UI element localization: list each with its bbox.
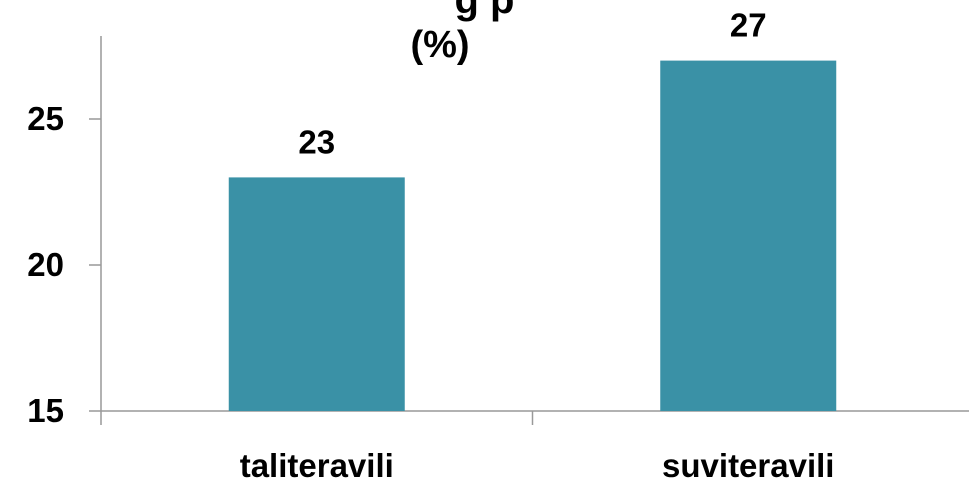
chart-subtitle: (%) (410, 24, 470, 66)
data-label: 23 (298, 123, 335, 160)
y-tick-label: 15 (27, 392, 64, 429)
bar (660, 60, 837, 411)
y-tick-label: 20 (27, 246, 64, 283)
y-tick-label: 25 (27, 100, 64, 137)
data-label: 27 (730, 7, 767, 44)
x-tick-label: suviteravili (662, 447, 834, 480)
chart-title-area: g p (%) (0, 0, 969, 68)
x-tick-label: taliteravili (240, 447, 394, 480)
bar (228, 177, 405, 411)
chart-title: g p (454, 0, 515, 22)
